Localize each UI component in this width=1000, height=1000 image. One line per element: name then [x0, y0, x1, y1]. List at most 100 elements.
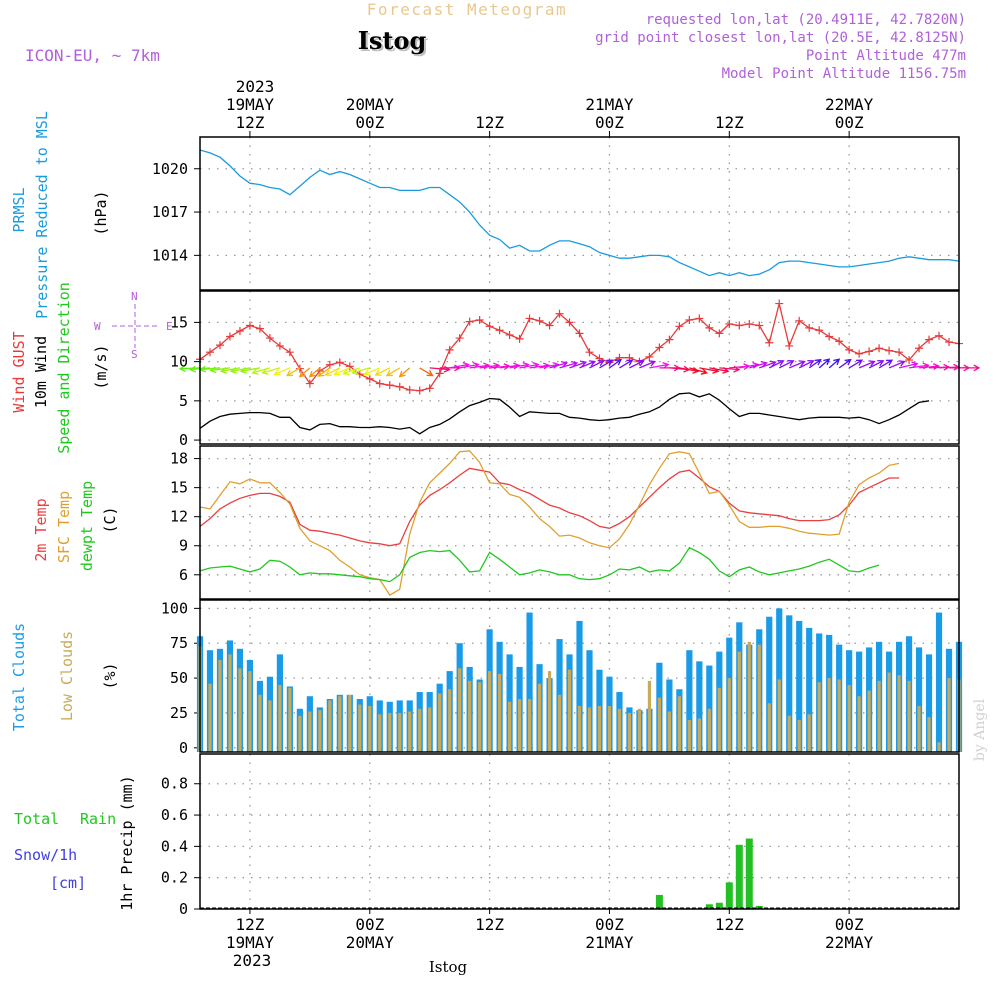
wind-arrow — [333, 367, 351, 376]
low-cloud-bar — [507, 701, 512, 752]
plot-layer: 19MAY19MAY12Z12Z20MAY20MAY00Z00Z12Z12Z21… — [152, 95, 981, 952]
gust-marker — [705, 323, 714, 332]
bottom-day-label: 19MAY — [226, 933, 275, 952]
gust-marker — [265, 334, 274, 343]
gust-marker — [885, 346, 894, 355]
gust-marker — [345, 362, 354, 371]
gust-marker — [825, 332, 834, 341]
gust-marker — [935, 331, 944, 340]
top-day-label: 20MAY — [346, 95, 395, 114]
low-cloud-bar — [657, 697, 661, 752]
gust-marker — [805, 323, 814, 332]
total-cloud-bar — [696, 661, 703, 752]
wind-arrow — [868, 359, 885, 369]
low-cloud-bar — [577, 705, 582, 752]
total-cloud-bar — [925, 654, 933, 752]
precip-label-cm: [cm] — [50, 874, 86, 892]
low-cloud-bar — [817, 682, 821, 752]
y-tick-label: 12 — [170, 508, 188, 526]
y-tick-label: 18 — [170, 450, 188, 468]
bottom-year: 2023 — [233, 951, 272, 970]
bottom-hour-label: 00Z — [355, 915, 384, 934]
wind-arrow — [739, 361, 760, 369]
precip-label-rain: Rain — [80, 810, 116, 828]
low-cloud-bar — [418, 708, 422, 752]
low-cloud-bar — [737, 651, 741, 752]
wind-arrow — [589, 359, 605, 369]
low-cloud-bar — [478, 682, 482, 752]
low-cloud-bar — [308, 711, 312, 752]
gust-marker — [575, 329, 584, 338]
gust-marker — [815, 326, 824, 335]
temperature-labels: 2m Temp SFC Temp dewpt Temp (C) — [32, 481, 119, 571]
gust-marker — [415, 386, 424, 395]
low-cloud-bar — [488, 671, 492, 752]
rain-bar — [715, 902, 723, 909]
precip-labels: Total Rain Snow/1h [cm] 1hr Precip (mm) — [14, 775, 136, 910]
gust-marker — [205, 348, 214, 357]
gust-marker — [555, 309, 564, 318]
bottom-hour-label: 00Z — [595, 915, 624, 934]
bottom-hour-label: 00Z — [835, 915, 864, 934]
low-cloud-bar — [388, 712, 392, 752]
gust-marker — [405, 385, 414, 394]
wind-arrow — [178, 365, 201, 372]
gust-marker — [645, 352, 654, 361]
pressure-label-prmsl: PRMSL — [10, 187, 28, 232]
rain-bar — [745, 838, 753, 909]
gust-marker — [465, 317, 474, 326]
top-day-label: 19MAY — [226, 95, 275, 114]
gust-marker — [745, 319, 754, 328]
y-tick-label: 0.2 — [161, 869, 188, 887]
total-cloud-bar — [766, 616, 773, 752]
top-hour-label: 12Z — [235, 113, 264, 132]
low-cloud-bar — [468, 680, 472, 752]
low-cloud-bar — [617, 708, 622, 752]
cloud-label-unit: (%) — [101, 662, 119, 689]
low-cloud-bar — [607, 705, 612, 752]
bottom-day-label: 20MAY — [346, 933, 395, 952]
low-cloud-bar — [458, 668, 462, 752]
low-cloud-bar — [557, 694, 562, 752]
point-altitude: Point Altitude 477m — [806, 48, 966, 64]
precip-label-unit: 1hr Precip (mm) — [118, 775, 136, 910]
wind-arrow — [878, 359, 894, 369]
wind-arrow — [689, 367, 708, 375]
gust-marker — [585, 348, 594, 357]
total-cloud-bar — [786, 615, 793, 752]
sfc-temp-line — [199, 450, 900, 596]
low-cloud-bar — [707, 708, 711, 752]
y-tick-label: 1014 — [152, 246, 188, 264]
low-cloud-bar — [248, 671, 252, 752]
prmsl-line — [199, 149, 960, 277]
gust-marker — [835, 337, 844, 346]
bottom-day-label: 22MAY — [825, 933, 874, 952]
gust-marker — [365, 374, 374, 383]
low-cloud-bar — [907, 680, 911, 752]
wind-arrow — [649, 361, 670, 369]
gust-marker — [665, 335, 674, 344]
y-tick-label: 50 — [170, 669, 188, 687]
low-cloud-bar — [947, 678, 951, 752]
wind-panel — [178, 290, 981, 445]
gust-marker — [515, 334, 524, 343]
y-tick-label: 9 — [179, 537, 188, 555]
model-altitude: Model Point Altitude 1156.75m — [722, 66, 966, 82]
wind-arrow — [629, 359, 645, 369]
gust-marker — [455, 334, 464, 343]
low-cloud-bar — [527, 699, 532, 752]
low-cloud-bar — [228, 654, 232, 752]
wind-arrow — [579, 360, 597, 369]
wind-arrow — [229, 367, 251, 374]
wind-arrow — [239, 367, 261, 374]
total-cloud-bar — [586, 650, 593, 752]
gust-marker — [335, 358, 344, 367]
low-cloud-bar — [358, 704, 362, 752]
low-cloud-bar — [537, 683, 542, 752]
low-cloud-bar — [937, 742, 941, 752]
y-tick-label: 15 — [170, 479, 188, 497]
product-title: Forecast Meteogram — [367, 0, 567, 19]
gust-marker — [215, 341, 224, 350]
watermark: by Angel — [972, 698, 988, 761]
gust-marker — [695, 314, 704, 323]
